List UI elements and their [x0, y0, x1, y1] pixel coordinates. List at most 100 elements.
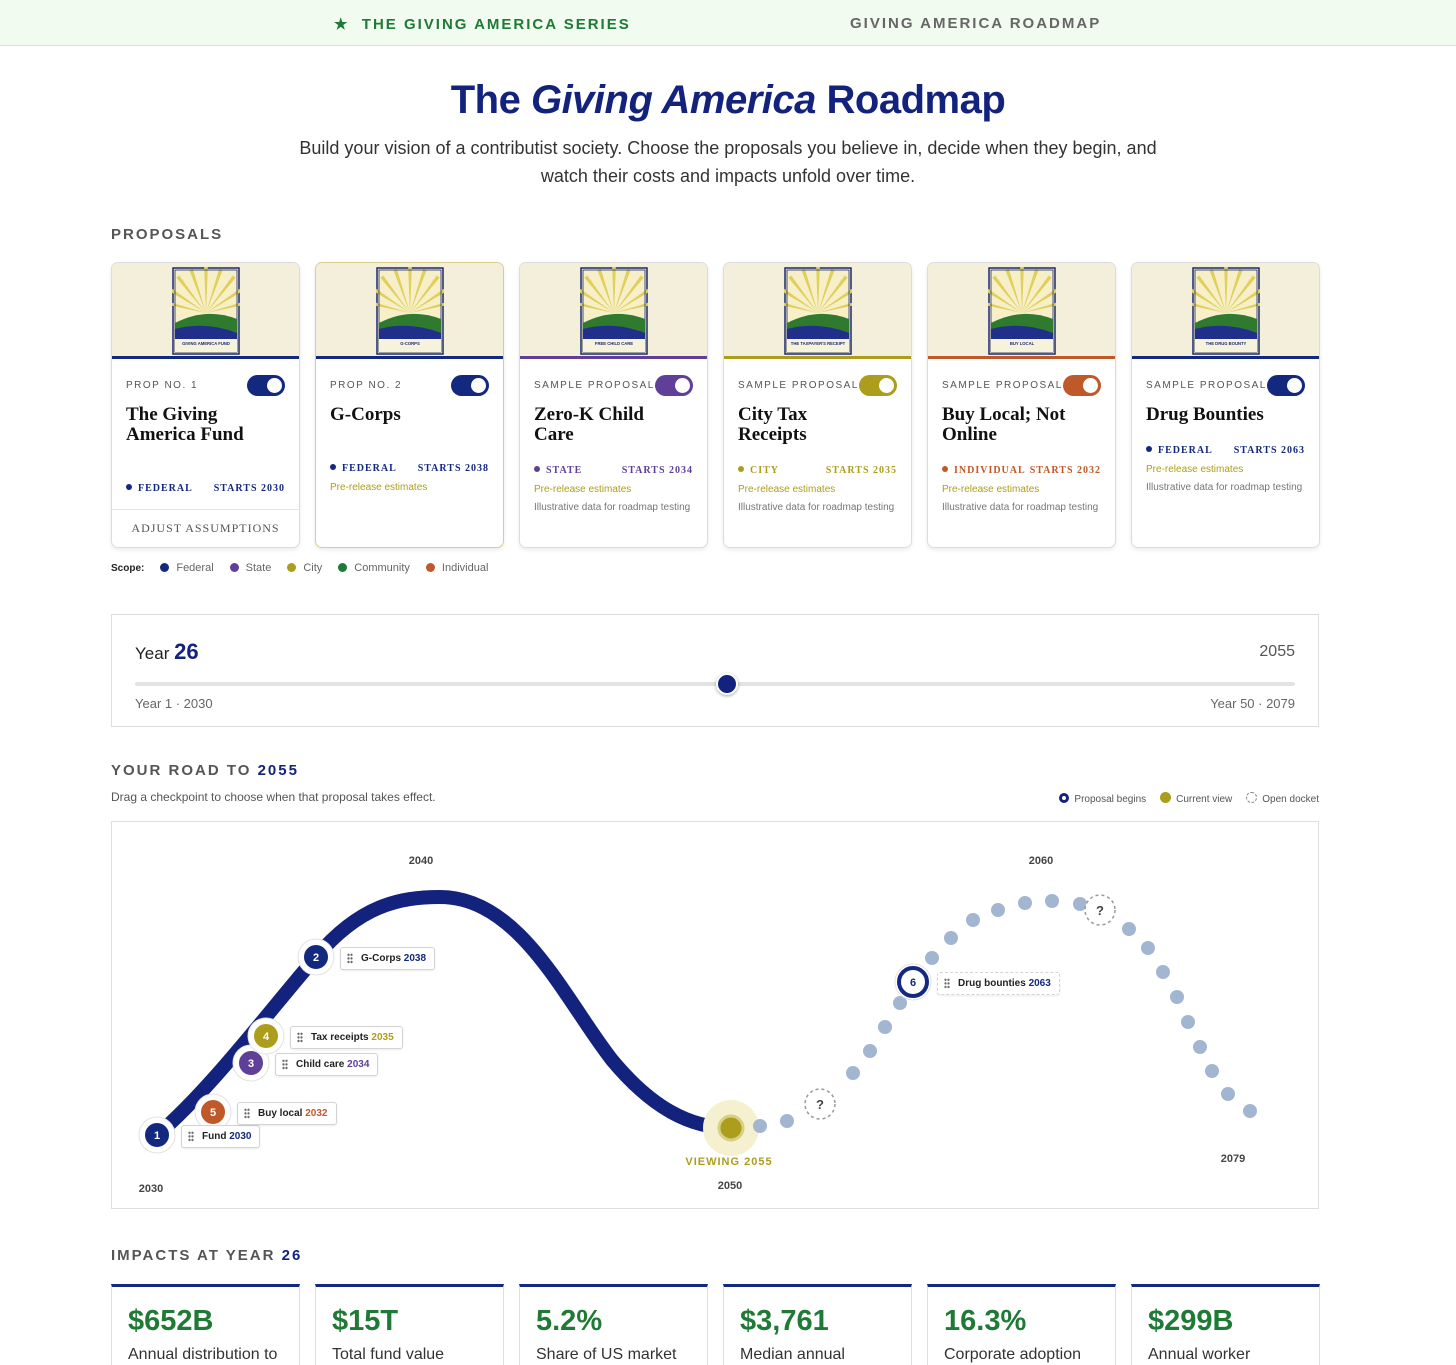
checkpoint-year: 2035 — [371, 1032, 394, 1043]
poster-ray — [375, 302, 410, 313]
year-slider: Year 26 2055 Year 1 · 2030 Year 50 · 207… — [111, 614, 1319, 727]
checkpoint-year: 2032 — [305, 1108, 328, 1119]
card-body: Drug Bounties FEDERAL STARTS 2063 Pre-relea… — [1146, 405, 1305, 493]
page-subtitle: Build your vision of a contributist soci… — [299, 138, 1157, 186]
scope-text: FEDERAL — [1158, 445, 1213, 456]
scope-dot — [1146, 446, 1152, 452]
calendar-year: 2055 — [1259, 643, 1295, 660]
proposal-card: BUY LOCAL SAMPLE PROPOSAL Buy Local; Not O… — [927, 262, 1116, 548]
title-end: Roadmap — [826, 78, 1006, 122]
card-body: G-Corps FEDERAL STARTS 2038 Pre-release est… — [330, 405, 489, 493]
scope-swatch — [160, 563, 170, 572]
card-tag: PROP NO. 2 — [330, 380, 403, 391]
poster-caption-bg — [786, 339, 849, 352]
toggle[interactable] — [1267, 375, 1305, 396]
poster-ray — [1223, 267, 1228, 313]
poster-ray — [987, 302, 1022, 313]
poster-area: G-CORPS — [316, 263, 503, 359]
slider-thumb[interactable] — [716, 673, 738, 695]
poster-ray — [991, 275, 1022, 313]
poster-ray — [409, 302, 444, 313]
poster-area: THE TAXPAYER'S RECEIPT — [724, 263, 911, 359]
stat-value: $15T — [332, 1305, 399, 1337]
year-label: 2079 — [1221, 1153, 1245, 1165]
poster-band — [378, 325, 441, 339]
title-start: The — [450, 78, 521, 122]
card-body: City Tax Receipts CITY STARTS 2035 Pre-rele… — [738, 405, 897, 513]
checkpoint-label[interactable]: G-Corps 2038 — [340, 947, 436, 970]
future-dot — [753, 1119, 767, 1133]
checkpoint — [302, 943, 330, 971]
open-docket — [804, 1088, 836, 1120]
poster-ray — [1021, 302, 1056, 313]
grip — [188, 1131, 194, 1142]
poster-ray — [613, 268, 631, 313]
scope-label: Individual — [441, 562, 489, 574]
future-dot — [991, 903, 1005, 917]
impacts-heading-year: 26 — [281, 1247, 303, 1264]
road-heading: YOUR ROAD TO 2055 — [111, 762, 299, 779]
nav-roadmap[interactable]: GIVING AMERICA ROADMAP — [850, 15, 1102, 32]
poster: GIVING AMERICA FUND — [171, 267, 240, 355]
scope-label: Community — [354, 562, 410, 574]
checkpoint-number: 2 — [313, 952, 319, 964]
checkpoint — [237, 1049, 265, 1077]
legend-begins: Proposal begins — [1059, 792, 1146, 805]
impacts-heading: IMPACTS AT YEAR 26 — [111, 1247, 302, 1264]
stat-label: Total fund value — [332, 1346, 445, 1363]
poster-ray — [1225, 302, 1260, 313]
checkpoint-label[interactable]: Tax receipts 2035 — [290, 1026, 403, 1049]
checkpoint — [252, 1022, 280, 1050]
scope-item: Individual — [425, 562, 489, 574]
estimate: Pre-release estimates — [738, 484, 836, 495]
card-name: G-Corps — [330, 404, 401, 425]
checkpoint-label[interactable]: Fund 2030 — [181, 1125, 261, 1148]
scope-swatch — [287, 563, 297, 572]
poster-ray — [817, 302, 852, 313]
proposals-heading: PROPOSALS — [111, 226, 224, 243]
grip — [347, 953, 353, 964]
toggle-knob — [1083, 378, 1098, 393]
checkpoint-label[interactable]: Buy local 2032 — [237, 1102, 337, 1125]
poster-ray — [1195, 275, 1226, 313]
stat-value: $299B — [1148, 1305, 1234, 1337]
poster-area: THE DRUG BOUNTY — [1132, 263, 1319, 359]
checkpoint-label[interactable]: Drug bounties 2063 — [937, 972, 1060, 995]
open-docket-mark: ? — [1096, 903, 1104, 918]
scope-item: Community — [338, 562, 410, 574]
toggle[interactable] — [655, 375, 693, 396]
poster-caption: G-CORPS — [400, 341, 420, 346]
poster: THE DRUG BOUNTY — [1191, 267, 1260, 355]
scope-text: STATE — [546, 465, 583, 476]
future-dot — [863, 1044, 877, 1058]
toggle[interactable] — [859, 375, 897, 396]
poster-ray — [613, 275, 644, 313]
future-dot — [1205, 1064, 1219, 1078]
starts: STARTS 2030 — [213, 483, 285, 494]
card-tag: SAMPLE PROPOSAL — [534, 380, 655, 391]
legend-current: Current view — [1160, 792, 1232, 805]
stat-card: $652B Annual distribution to — [111, 1284, 300, 1365]
poster-area: BUY LOCAL — [928, 263, 1115, 359]
toggle[interactable] — [1063, 375, 1101, 396]
poster-ray — [409, 268, 427, 313]
toggle[interactable] — [451, 375, 489, 396]
scope-text: INDIVIDUAL — [954, 465, 1026, 476]
adjust-button[interactable]: ADJUST ASSUMPTIONS — [112, 509, 299, 547]
toggle[interactable] — [247, 375, 285, 396]
checkpoint-number: 6 — [910, 977, 916, 989]
poster-caption: FREE CHILD CARE — [594, 341, 632, 346]
checkpoint-label[interactable]: Child care 2034 — [275, 1053, 379, 1076]
poster: FREE CHILD CARE — [579, 267, 648, 355]
road-path — [150, 889, 738, 1142]
poster: THE TAXPAYER'S RECEIPT — [783, 267, 852, 355]
poster-ray — [175, 275, 206, 313]
estimate: Pre-release estimates — [942, 484, 1040, 495]
grip — [244, 1108, 250, 1119]
future-dot — [878, 1020, 892, 1034]
card-meta: FEDERAL STARTS 2030 — [126, 483, 285, 494]
nav-series[interactable]: ★ THE GIVING AMERICA SERIES — [334, 16, 631, 33]
card-tag: PROP NO. 1 — [126, 380, 199, 391]
proposal-card: GIVING AMERICA FUND PROP NO. 1 The Giving … — [111, 262, 300, 548]
poster: BUY LOCAL — [987, 267, 1056, 355]
